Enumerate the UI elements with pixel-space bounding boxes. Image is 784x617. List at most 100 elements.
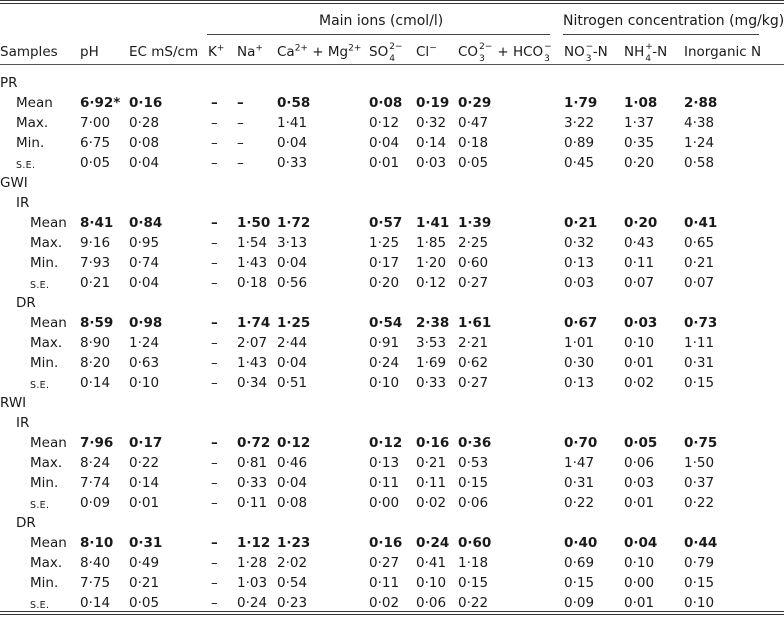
table-cell: – [211, 315, 218, 331]
row-label: s.e. [30, 380, 50, 391]
table-cell: 0·04 [277, 475, 308, 491]
table-cell: 2·44 [277, 335, 308, 351]
table-cell: – [211, 535, 218, 551]
table-cell: 0·03 [564, 275, 595, 291]
table-cell: 1·61 [458, 315, 492, 331]
table-cell: 0·58 [277, 95, 311, 111]
table-cell: 0·21 [684, 255, 715, 271]
row-label: Mean [16, 95, 53, 111]
table-cell: 0·28 [129, 115, 160, 131]
table-cell: 0·10 [129, 375, 160, 391]
table-cell: 0·20 [624, 215, 658, 231]
table-cell: 7·93 [80, 255, 111, 271]
table-cell: 1·11 [684, 335, 715, 351]
row-label: Min. [30, 355, 59, 371]
table-cell: 1·43 [237, 355, 268, 371]
table-cell: 0·60 [458, 535, 492, 551]
table-cell: 0·57 [369, 215, 403, 231]
table-cell: – [211, 155, 218, 171]
table-cell: 9·16 [80, 235, 111, 251]
table-cell: 0·40 [564, 535, 598, 551]
table-cell: 0·12 [416, 275, 447, 291]
table-cell: – [211, 275, 218, 291]
table-cell: 0·01 [624, 355, 655, 371]
table-cell: – [211, 215, 218, 231]
table-cell: 0·24 [369, 355, 400, 371]
row-label: Min. [16, 135, 45, 151]
table-cell: 0·32 [416, 115, 447, 131]
table-cell: 8·40 [80, 555, 111, 571]
table-cell: 0·01 [129, 495, 160, 511]
table-cell: 0·35 [624, 135, 655, 151]
table-cell: 1·28 [237, 555, 268, 571]
table-cell: 0·44 [684, 535, 718, 551]
col-ca-mg: Ca2+ + Mg2+ [277, 43, 362, 60]
table-cell: 0·01 [624, 495, 655, 511]
table-cell: 0·11 [369, 475, 400, 491]
table-cell: – [211, 135, 218, 151]
table-cell: 0·41 [684, 215, 718, 231]
table-cell: 0·31 [564, 475, 595, 491]
table-cell: 1·50 [684, 455, 715, 471]
table-cell: 0·08 [369, 95, 403, 111]
table-cell: 0·08 [129, 135, 160, 151]
table-cell: 8·41 [80, 215, 114, 231]
table-cell: 0·81 [237, 455, 268, 471]
col-nh4-n: NH +4 -N [624, 42, 668, 64]
table-cell: 1·24 [129, 335, 160, 351]
table-cell: 0·29 [458, 95, 492, 111]
table-cell: 1·39 [458, 215, 492, 231]
table-cell: 0·06 [624, 455, 655, 471]
table-cell: – [211, 435, 218, 451]
top-rule-inner [0, 3, 784, 4]
table-cell: 0·41 [416, 555, 447, 571]
table-cell: 0·10 [369, 375, 400, 391]
table-cell: 0·21 [80, 275, 111, 291]
table-cell: 0·00 [624, 575, 655, 591]
top-rule [0, 0, 784, 1]
table-cell: 0·04 [369, 135, 400, 151]
table-cell: 1·12 [237, 535, 271, 551]
table-cell: 0·01 [369, 155, 400, 171]
table-cell: 1·72 [277, 215, 311, 231]
table-cell: 0·16 [369, 535, 403, 551]
table-cell: 0·33 [277, 155, 308, 171]
table-cell: 0·13 [369, 455, 400, 471]
table-cell: 0·37 [684, 475, 715, 491]
table-cell: 2·25 [458, 235, 489, 251]
col-so4: SO 2− 4 [369, 42, 403, 64]
table-cell: 0·51 [277, 375, 308, 391]
row-label: Mean [30, 435, 67, 451]
row-label: s.e. [16, 160, 36, 171]
row-label: Max. [30, 335, 63, 351]
table-cell: 0·34 [237, 375, 268, 391]
table-cell: 0·27 [369, 555, 400, 571]
table-cell: 0·03 [624, 315, 658, 331]
table-cell: 0·11 [624, 255, 655, 271]
table-cell: 0·70 [564, 435, 598, 451]
row-label: Mean [30, 215, 67, 231]
table-cell: 0·89 [564, 135, 595, 151]
table-cell: 0·60 [458, 255, 489, 271]
table-cell: – [211, 495, 218, 511]
table-cell: 1·85 [416, 235, 447, 251]
table-cell: 0·73 [684, 315, 718, 331]
table-cell: 0·30 [564, 355, 595, 371]
table-cell: 0·02 [369, 595, 400, 611]
table-cell: 0·65 [684, 235, 715, 251]
table-cell: 0·43 [624, 235, 655, 251]
table-cell: 0·09 [80, 495, 111, 511]
table-cell: 1·25 [369, 235, 400, 251]
table-cell: 0·13 [564, 255, 595, 271]
row-group-label: DR [16, 515, 36, 531]
table-cell: 0·15 [684, 575, 715, 591]
table-cell: 0·36 [458, 435, 492, 451]
table-cell: 0·22 [564, 495, 595, 511]
table-cell: 0·56 [277, 275, 308, 291]
table-cell: 0·20 [624, 155, 655, 171]
table-cell: 8·10 [80, 535, 114, 551]
table-cell: 0·06 [458, 495, 489, 511]
table-cell: 0·62 [458, 355, 489, 371]
table-cell: 1·74 [237, 315, 271, 331]
table-cell: – [211, 375, 218, 391]
